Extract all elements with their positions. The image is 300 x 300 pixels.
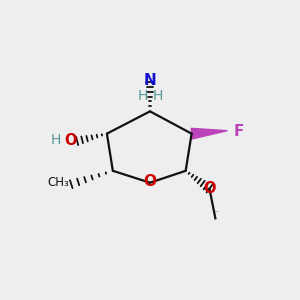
Text: CH₃: CH₃ (47, 176, 69, 189)
Text: H: H (152, 89, 163, 103)
Text: H: H (137, 89, 148, 103)
Text: F: F (234, 124, 244, 139)
Text: methoxy: methoxy (214, 211, 220, 212)
Text: H: H (50, 134, 61, 148)
Text: N: N (144, 73, 156, 88)
Text: O: O (143, 174, 157, 189)
Text: O: O (64, 133, 76, 148)
Polygon shape (191, 128, 227, 139)
Text: O: O (203, 181, 216, 196)
